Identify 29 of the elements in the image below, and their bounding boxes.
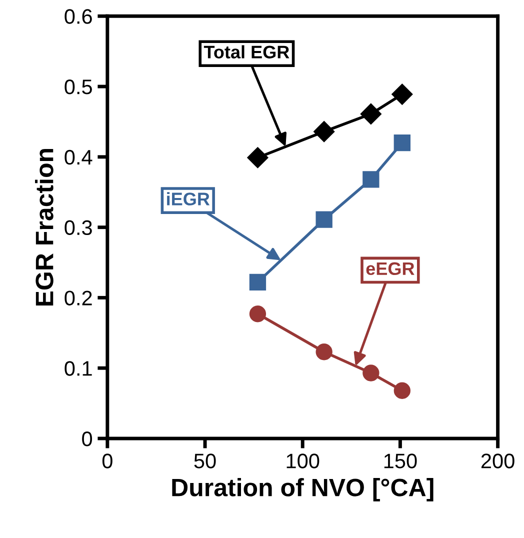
text: iEGR — [167, 192, 210, 206]
point — [394, 382, 410, 399]
text: eEGR — [366, 262, 414, 276]
point — [249, 306, 266, 322]
point — [394, 134, 410, 152]
y-tick-label: 0.1 — [64, 361, 92, 376]
point — [316, 211, 332, 228]
point — [362, 171, 380, 188]
point — [362, 364, 380, 382]
x-tick-label: 200 — [481, 454, 514, 468]
y-tick-label: 0.3 — [64, 220, 92, 236]
point — [314, 121, 335, 142]
x-tick-label: 0 — [102, 454, 112, 468]
y-tick-label: 0.5 — [64, 80, 92, 94]
point — [392, 84, 413, 105]
point — [247, 147, 268, 168]
x-tick-label: 150 — [384, 454, 417, 468]
point — [360, 103, 382, 124]
y-tick-label: 0.2 — [64, 290, 92, 306]
point — [249, 274, 266, 291]
x-tick-label: 100 — [286, 454, 320, 468]
y-axis-title: EGR Fraction — [35, 148, 54, 306]
y-tick-label: 0.6 — [64, 9, 92, 24]
y-tick-label: 0 — [82, 431, 92, 446]
point — [316, 344, 332, 360]
y-tick-label: 0.4 — [64, 150, 92, 165]
text: Total EGR — [204, 45, 290, 58]
x-tick-label: 50 — [194, 454, 216, 468]
x-axis-title: Duration of NVO [°CA] — [172, 478, 434, 502]
